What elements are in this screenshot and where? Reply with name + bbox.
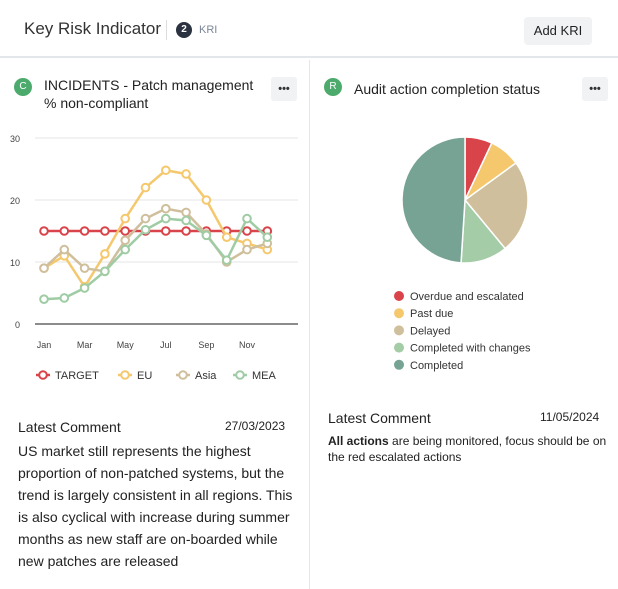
comment-text: All actions are being monitored, focus s… bbox=[328, 433, 608, 465]
data-point bbox=[221, 232, 232, 242]
data-point bbox=[181, 215, 191, 226]
card-title[interactable]: INCIDENTS - Patch management % non-compli… bbox=[44, 76, 253, 112]
more-options-button[interactable]: ••• bbox=[582, 77, 608, 101]
card-title[interactable]: Audit action completion status bbox=[354, 81, 540, 97]
latest-comment-label: Latest Comment bbox=[18, 419, 121, 435]
data-point bbox=[221, 255, 232, 265]
legend-marker bbox=[394, 325, 404, 336]
data-point bbox=[161, 203, 171, 214]
data-point bbox=[242, 213, 252, 224]
data-point bbox=[140, 224, 151, 235]
divider bbox=[166, 20, 167, 40]
data-point bbox=[201, 195, 212, 205]
y-tick-label: 20 bbox=[10, 196, 20, 206]
legend-label: Completed with changes bbox=[410, 343, 531, 355]
x-tick-label: Sep bbox=[198, 340, 214, 350]
x-tick-label: Mar bbox=[77, 340, 93, 350]
x-tick-label: Jul bbox=[160, 340, 172, 350]
data-point bbox=[79, 283, 90, 293]
data-point bbox=[242, 244, 252, 255]
legend-marker bbox=[394, 342, 404, 353]
data-point bbox=[181, 169, 191, 179]
pie-slice bbox=[401, 136, 466, 264]
divider bbox=[309, 60, 310, 589]
data-point bbox=[140, 213, 151, 224]
data-point bbox=[100, 266, 110, 277]
x-tick-label: Jan bbox=[37, 340, 52, 350]
x-tick-label: May bbox=[117, 340, 135, 350]
series-line-eu bbox=[43, 168, 268, 290]
data-point bbox=[120, 244, 130, 255]
legend-label: Completed bbox=[410, 360, 463, 372]
comment-text: US market still represents the highest p… bbox=[18, 443, 293, 569]
legend-marker bbox=[394, 359, 404, 370]
data-point bbox=[39, 263, 49, 273]
data-point bbox=[140, 182, 151, 193]
card-title-line: INCIDENTS - Patch management bbox=[44, 77, 254, 93]
data-point bbox=[120, 213, 130, 224]
add-kri-button[interactable]: Add KRI bbox=[524, 17, 592, 45]
card-title-line: % non-compliant bbox=[44, 95, 149, 111]
data-point bbox=[161, 165, 171, 176]
data-point bbox=[59, 244, 70, 255]
data-point bbox=[39, 294, 49, 304]
data-point bbox=[100, 249, 110, 259]
data-point bbox=[79, 226, 90, 236]
comment-rest: are being monitored, focus should be on … bbox=[328, 434, 607, 464]
latest-comment-label: Latest Comment bbox=[328, 410, 431, 426]
legend-marker bbox=[120, 370, 130, 380]
data-point bbox=[262, 232, 273, 242]
y-tick-label: 10 bbox=[10, 258, 20, 268]
comment-date: 27/03/2023 bbox=[225, 419, 286, 433]
page-title: Key Risk Indicator bbox=[24, 19, 161, 38]
legend-marker bbox=[235, 370, 245, 380]
data-point bbox=[161, 213, 171, 224]
data-point bbox=[79, 263, 90, 273]
legend-marker bbox=[38, 370, 48, 380]
more-options-button[interactable]: ••• bbox=[271, 77, 297, 101]
data-point bbox=[181, 226, 191, 236]
comment-date: 11/05/2024 bbox=[540, 410, 600, 424]
y-tick-label: 0 bbox=[15, 320, 20, 330]
legend-marker bbox=[394, 291, 404, 301]
line-chart: 0 10 20 30 Jan Mar May Jul Sep Nov TARGET EU Asia MEA bbox=[10, 134, 298, 382]
kri-count-label: KRI bbox=[199, 24, 218, 36]
legend-label: TARGET bbox=[55, 370, 99, 382]
page-header: Key Risk Indicator 2 KRI Add KRI bbox=[0, 0, 618, 58]
data-point bbox=[59, 293, 70, 303]
legend-label: Delayed bbox=[410, 325, 450, 337]
data-point bbox=[39, 226, 49, 236]
data-point bbox=[242, 226, 252, 236]
data-point bbox=[59, 226, 70, 236]
legend-label: EU bbox=[137, 370, 152, 382]
y-tick-label: 30 bbox=[10, 134, 20, 144]
kri-count-badge: 2 bbox=[176, 22, 192, 38]
legend-marker bbox=[394, 308, 404, 319]
pie-slice bbox=[463, 161, 529, 250]
pie-chart: Overdue and escalated Past due Delayed Comp… bbox=[394, 136, 531, 372]
legend-marker bbox=[178, 370, 188, 380]
comment-bold: All actions bbox=[328, 434, 389, 448]
legend-label: MEA bbox=[252, 370, 277, 382]
data-point bbox=[181, 207, 191, 218]
avatar: R bbox=[324, 78, 342, 96]
x-tick-label: Nov bbox=[239, 340, 256, 350]
data-point bbox=[201, 230, 212, 241]
legend-label: Asia bbox=[195, 370, 217, 382]
data-point bbox=[161, 226, 171, 236]
avatar: C bbox=[14, 78, 32, 96]
legend-label: Overdue and escalated bbox=[410, 291, 524, 303]
data-point bbox=[120, 226, 130, 236]
legend-label: Past due bbox=[410, 308, 453, 320]
data-point bbox=[100, 226, 110, 236]
data-point bbox=[120, 235, 130, 246]
